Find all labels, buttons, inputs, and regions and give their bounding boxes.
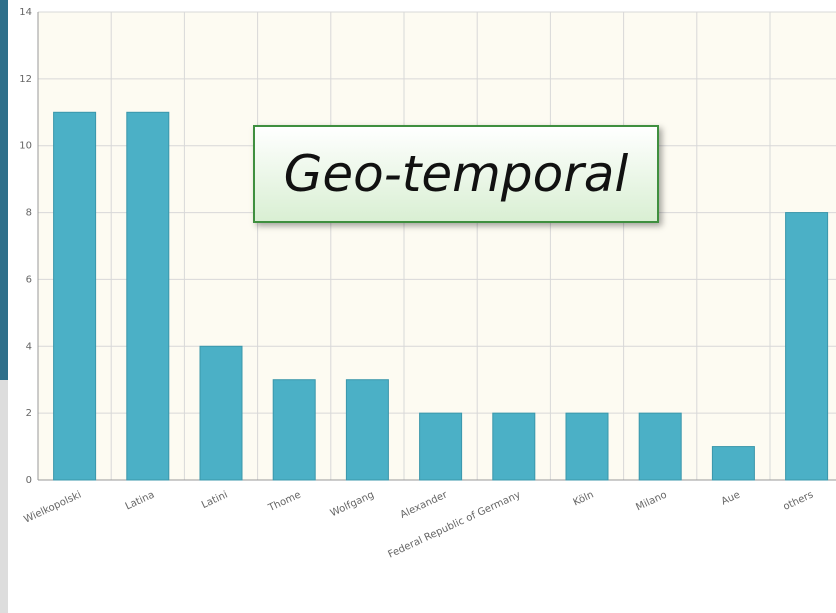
x-tick-label: Aue	[720, 489, 742, 507]
y-tick-label: 0	[26, 475, 32, 486]
y-tick-label: 10	[19, 141, 32, 152]
x-tick-label: Milano	[634, 489, 668, 513]
bar	[712, 447, 754, 480]
bar	[420, 413, 462, 480]
bar	[200, 346, 242, 480]
side-strip	[0, 380, 8, 613]
bar	[346, 380, 388, 480]
annotation: Geo-temporal	[253, 125, 659, 223]
bar	[273, 380, 315, 480]
y-tick-label: 6	[26, 274, 32, 285]
page: 0 2 4 6 8 10 12 14 Wielkopolski Latina Latini Thome…	[0, 0, 836, 613]
y-tick-label: 2	[26, 408, 32, 419]
bar	[786, 213, 828, 480]
bar	[639, 413, 681, 480]
chart: 0 2 4 6 8 10 12 14 Wielkopolski Latina Latini Thome…	[0, 0, 836, 613]
x-tick-label: Federal Republic of Germany	[386, 489, 522, 560]
x-tick-label: Köln	[572, 489, 596, 508]
y-tick-label: 4	[26, 341, 32, 352]
y-tick-label: 12	[19, 74, 32, 85]
bar	[54, 112, 96, 480]
x-tick-label: Wolfgang	[329, 489, 376, 519]
x-tick-label: Wielkopolski	[22, 489, 83, 525]
x-tick-label: Thome	[266, 489, 303, 514]
y-tick-label: 8	[26, 208, 32, 219]
x-tick-label: Latini	[200, 489, 230, 511]
x-tick-label: Alexander	[399, 489, 450, 521]
bar	[566, 413, 608, 480]
x-tick-label: Latina	[124, 489, 157, 512]
y-tick-label: 14	[19, 7, 32, 18]
bar	[493, 413, 535, 480]
x-tick-label: others	[782, 489, 816, 512]
bar	[127, 112, 169, 480]
side-strip	[0, 0, 8, 380]
